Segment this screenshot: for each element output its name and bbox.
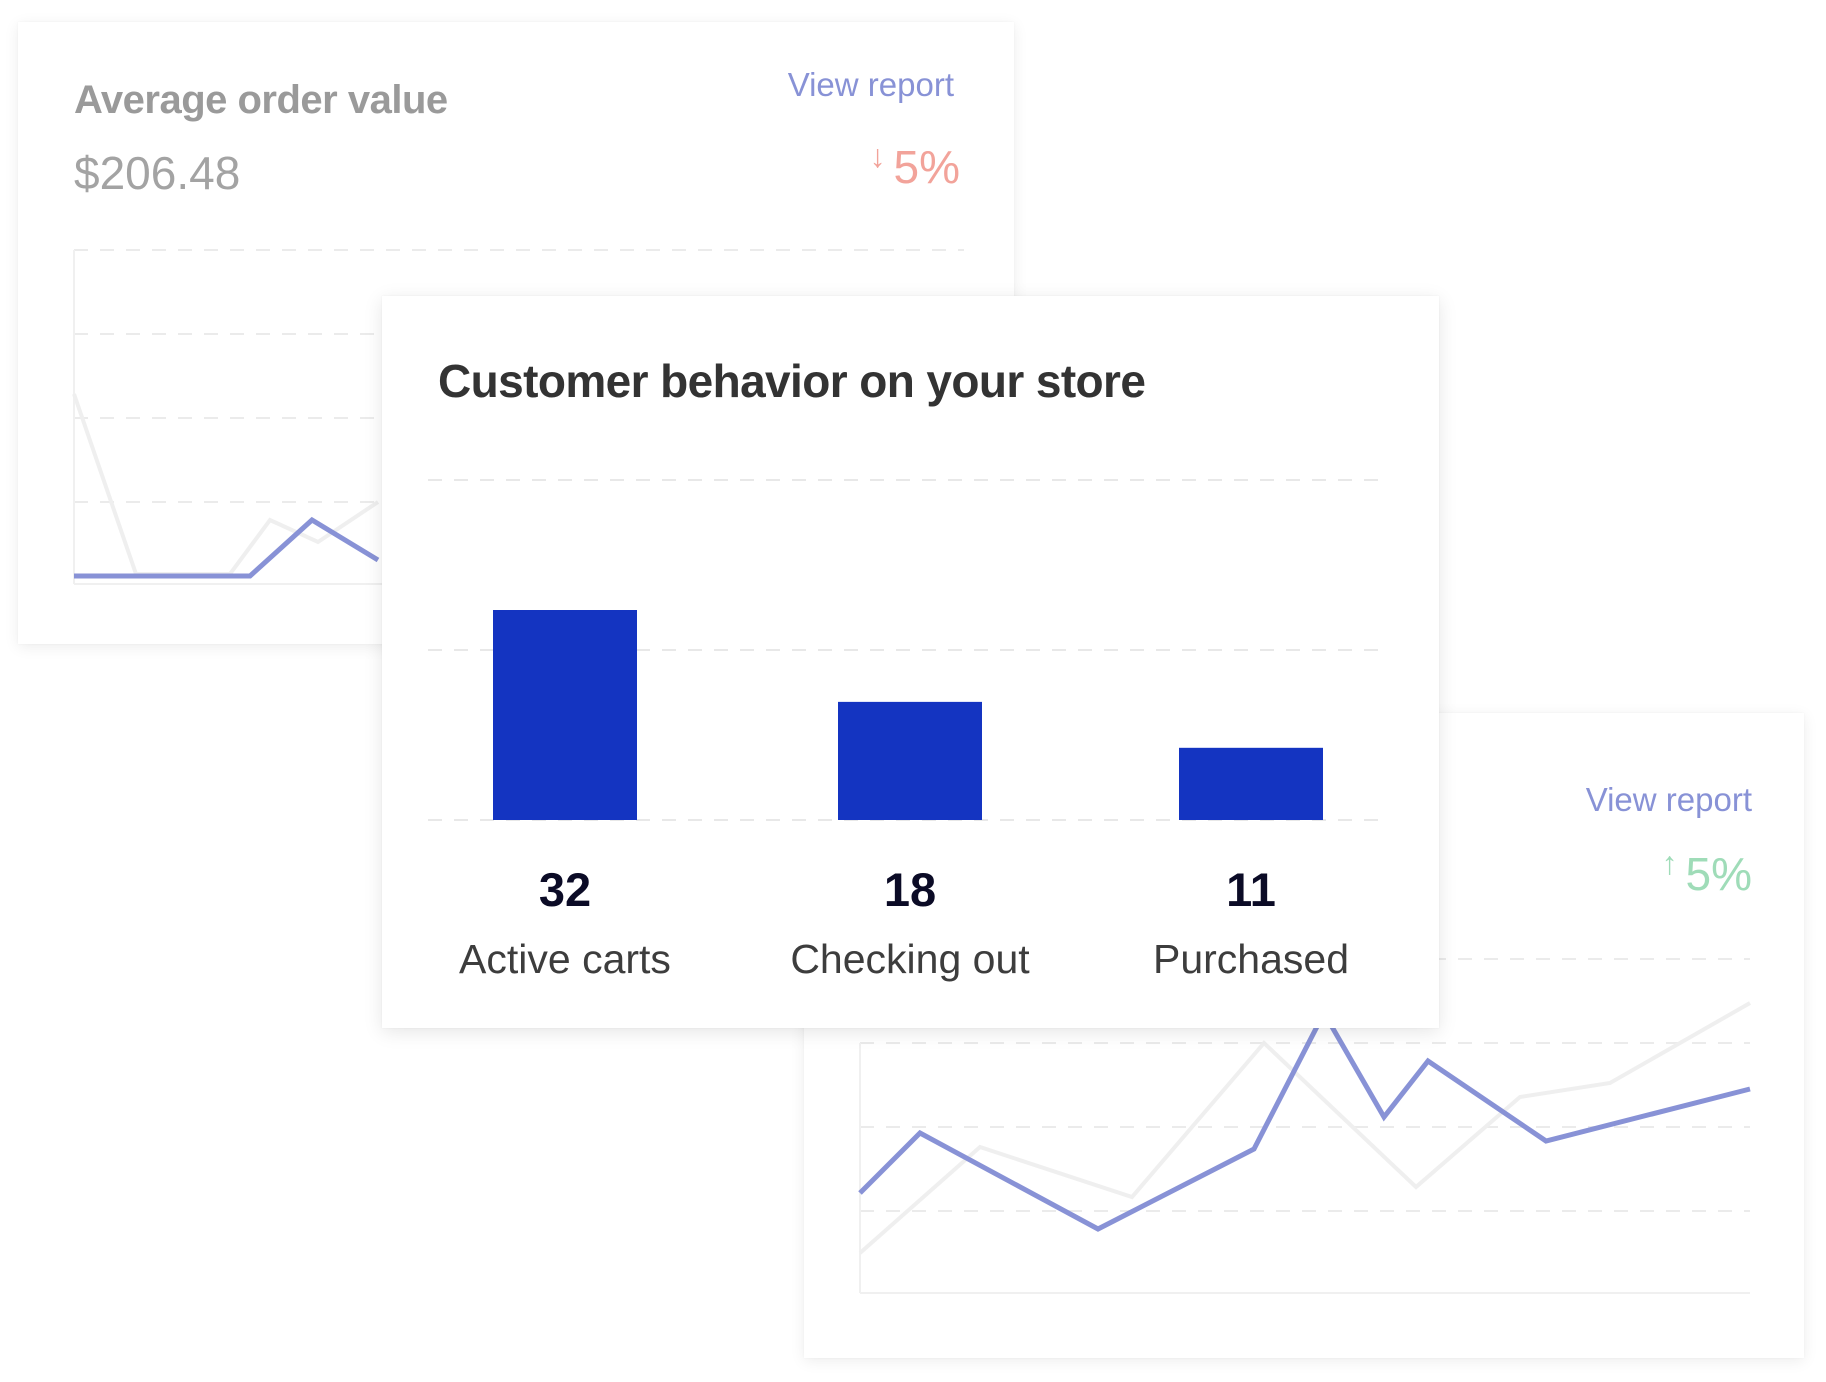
bar-category-label: Purchased — [1152, 936, 1349, 982]
aov-series-line — [74, 516, 380, 579]
bar-checking-out[interactable] — [838, 701, 982, 820]
bar-purchased[interactable] — [1179, 747, 1323, 820]
bar-active-carts[interactable] — [493, 610, 637, 820]
trend-series-line — [858, 1007, 1751, 1232]
trend-view-report-link[interactable]: View report — [1585, 781, 1752, 818]
arrow-up-icon: ↑ — [1661, 845, 1678, 881]
aov-title: Average order value — [74, 78, 448, 122]
trend-delta-value: 5% — [1685, 848, 1752, 900]
bar-value-label: 18 — [883, 863, 937, 916]
trend-comparison-line — [858, 1001, 1751, 1255]
bar-category-label: Checking out — [790, 936, 1030, 982]
aov-comparison-line — [72, 393, 380, 576]
customer-behavior-bar-chart — [428, 479, 1385, 821]
aov-delta-value: 5% — [893, 141, 960, 193]
aov-delta: ↓ 5% — [870, 138, 960, 194]
aov-value: $206.48 — [74, 147, 241, 199]
bar-value-label: 32 — [538, 863, 592, 916]
chart-title: Customer behavior on your store — [438, 355, 1146, 407]
customer-behavior-card: Customer behavior on your store 32 Active… — [382, 296, 1439, 1028]
bar-value-label: 11 — [1226, 863, 1276, 916]
bar-category-label: Active carts — [459, 936, 671, 982]
arrow-down-icon: ↓ — [869, 138, 886, 174]
aov-view-report-link[interactable]: View report — [787, 66, 954, 103]
trend-delta: ↑ 5% — [1662, 845, 1752, 901]
